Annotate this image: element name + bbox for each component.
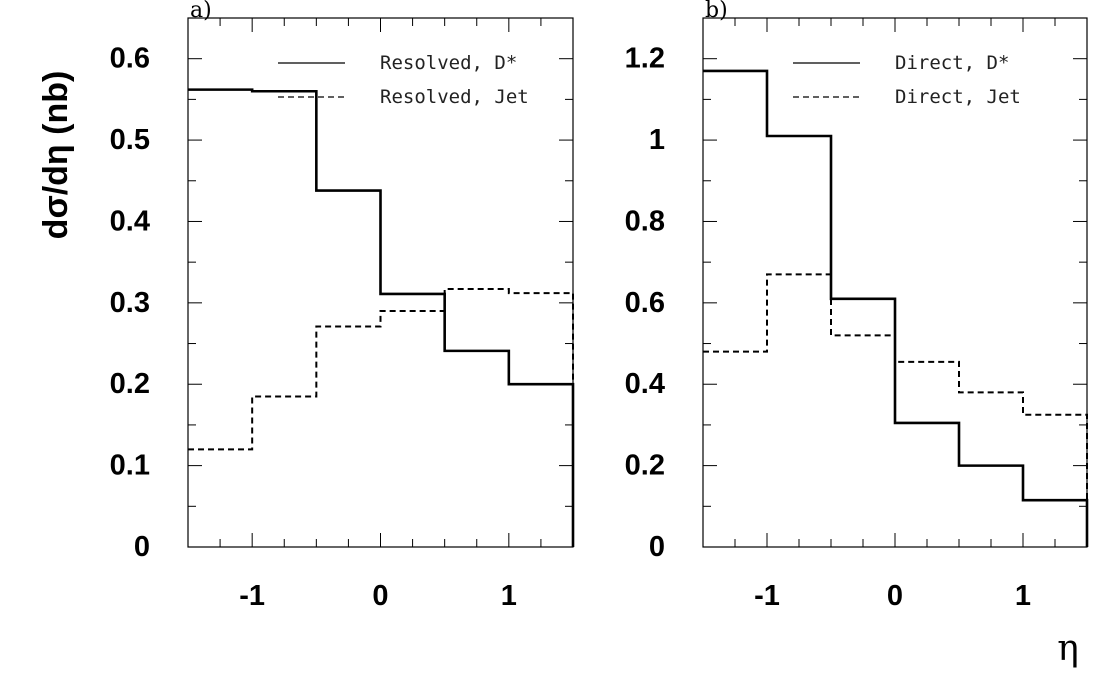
y-tick-label: 0.2: [625, 450, 665, 482]
x-tick-label: 0: [887, 580, 903, 612]
legend-label: Direct, D*: [895, 52, 1009, 74]
series-line-1: [188, 88, 575, 547]
x-tick-label: 1: [1015, 580, 1031, 612]
x-tick-label: -1: [239, 580, 265, 612]
chart-panel-2: b) 0 0.2 0.4 0.6 0.8 1 1.2 -1 0 1 Direct, D* Direct,…: [625, 0, 1089, 612]
y-tick-label: 0.5: [110, 124, 150, 156]
y-tick-label: 0: [649, 531, 665, 563]
y-tick-label: 0.8: [625, 205, 665, 237]
legend-label: Direct, Jet: [895, 86, 1021, 108]
x-tick-label: -1: [754, 580, 780, 612]
series-line-1: [703, 69, 1089, 547]
y-tick-label: 0.6: [110, 43, 150, 75]
legend-label: Resolved, D*: [380, 52, 517, 74]
legend-label: Resolved, Jet: [380, 86, 529, 108]
y-tick-label: 0.1: [110, 450, 150, 482]
panels: a) 0 0.1 0.2 0.3 0.4 0.5 0.6 -1 0 1 Resolved, D* Res…: [110, 0, 1089, 612]
y-axis-title: dσ/dη (nb): [37, 71, 75, 240]
y-tick-label: 1.2: [625, 43, 665, 75]
y-tick-label: 0.3: [110, 287, 150, 319]
x-tick-label: 1: [501, 580, 517, 612]
y-tick-label: 0.4: [625, 368, 665, 400]
y-tick-label: 0.6: [625, 287, 665, 319]
series-line-2: [703, 273, 1088, 547]
series-line-2: [188, 288, 574, 547]
y-tick-label: 0.2: [110, 368, 150, 400]
y-tick-label: 0.4: [110, 205, 150, 237]
x-axis-title: η: [1057, 628, 1079, 669]
chart-panel-1: a) 0 0.1 0.2 0.3 0.4 0.5 0.6 -1 0 1 Resolved, D* Res…: [110, 0, 575, 612]
x-tick-label: 0: [372, 580, 388, 612]
y-tick-label: 1: [649, 124, 665, 156]
y-tick-label: 0: [134, 531, 150, 563]
panel-label: a): [190, 0, 212, 23]
panel-label: b): [705, 0, 728, 23]
